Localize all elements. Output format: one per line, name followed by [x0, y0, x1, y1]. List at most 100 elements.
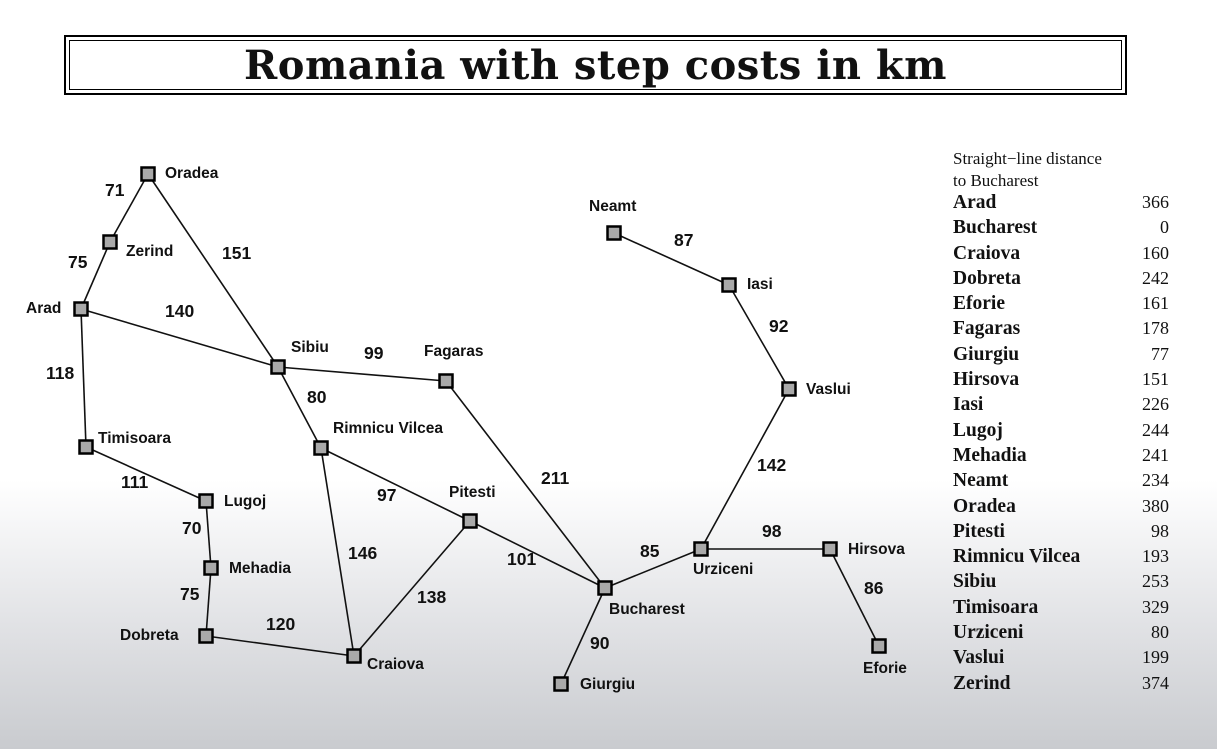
title-frame: Romania with step costs in km — [64, 35, 1127, 95]
sld-city: Bucharest — [953, 217, 1038, 239]
sld-distance: 193 — [1142, 546, 1169, 567]
cost-label-mehadia-dobreta: 75 — [180, 584, 200, 604]
city-node-neamt — [606, 225, 622, 241]
sld-row: Giurgiu 77 — [953, 344, 1169, 369]
sld-city: Fagaras — [953, 318, 1021, 340]
sld-city: Iasi — [953, 394, 984, 416]
sld-city: Arad — [953, 192, 997, 213]
road-rimnicu-pitesti — [320, 447, 471, 522]
cost-label-timisoara-lugoj: 111 — [121, 472, 149, 492]
city-node-oradea — [140, 166, 156, 182]
sld-distance: 77 — [1151, 343, 1169, 364]
sld-row: Arad 366 — [953, 192, 1169, 217]
sld-row: Hirsova 151 — [953, 369, 1169, 394]
city-label-iasi: Iasi — [747, 276, 773, 293]
straight-line-distance-table: Straight−line distance to Bucharest Arad… — [953, 148, 1169, 698]
road-timisoara-lugoj — [85, 446, 207, 502]
cost-label-rimnicu-pitesti: 97 — [377, 485, 396, 505]
cost-label-hirsova-eforie: 86 — [864, 578, 884, 598]
road-pitesti-bucharest — [469, 520, 606, 589]
sld-distance: 253 — [1142, 571, 1169, 592]
road-bucharest-urziceni — [604, 548, 702, 589]
city-node-urziceni — [693, 541, 709, 557]
sld-rows: Arad 366 Bucharest 0 Craiova 160 Dobreta 242 Efo… — [953, 192, 1169, 698]
sld-city: Rimnicu Vilcea — [953, 546, 1081, 568]
road-arad-timisoara — [80, 308, 87, 448]
sld-city: Sibiu — [953, 571, 997, 593]
city-label-bucharest: Bucharest — [609, 601, 685, 618]
sld-distance: 242 — [1142, 267, 1169, 288]
city-node-rimnicu — [313, 440, 329, 456]
sld-row: Urziceni 80 — [953, 622, 1169, 647]
city-label-hirsova: Hirsova — [848, 541, 905, 558]
road-sibiu-rimnicu — [277, 366, 322, 449]
sld-distance: 366 — [1142, 192, 1169, 212]
cost-label-vaslui-iasi: 92 — [769, 316, 789, 336]
sld-city: Pitesti — [953, 520, 1005, 542]
roads-layer — [80, 173, 880, 685]
city-label-zerind: Zerind — [126, 243, 173, 260]
city-node-dobreta — [198, 628, 214, 644]
sld-distance: 199 — [1142, 647, 1169, 668]
road-fagaras-bucharest — [445, 380, 606, 589]
cost-label-pitesti-bucharest: 101 — [507, 549, 536, 569]
road-urziceni-vaslui — [700, 388, 790, 550]
sld-distance: 226 — [1142, 394, 1169, 415]
cost-label-oradea-sibiu: 151 — [222, 243, 251, 263]
cost-label-zerind-arad: 75 — [68, 252, 88, 272]
city-label-sibiu: Sibiu — [291, 339, 329, 356]
city-label-eforie: Eforie — [863, 660, 907, 677]
sld-distance: 80 — [1151, 622, 1169, 643]
sld-distance: 329 — [1142, 596, 1169, 617]
costs-layer: 71 75 151 140 118 111 70 75 120 99 80 97 146 138 101 21… — [46, 180, 884, 653]
city-node-pitesti — [462, 513, 478, 529]
nodes-layer — [73, 166, 887, 692]
road-oradea-zerind — [109, 173, 149, 243]
cost-label-bucharest-giurgiu: 90 — [590, 633, 610, 653]
city-node-fagaras — [438, 373, 454, 389]
sld-header-line1: Straight−line distance — [953, 149, 1102, 168]
road-oradea-sibiu — [147, 173, 279, 368]
city-label-urziceni: Urziceni — [693, 561, 753, 578]
sld-city: Oradea — [953, 495, 1016, 517]
cost-label-arad-sibiu: 140 — [165, 301, 194, 321]
road-bucharest-giurgiu — [560, 587, 606, 685]
sld-row: Rimnicu Vilcea 193 — [953, 546, 1169, 571]
city-label-oradea: Oradea — [165, 165, 219, 182]
cost-label-oradea-zerind: 71 — [105, 180, 125, 200]
city-node-sibiu — [270, 359, 286, 375]
labels-layer: Oradea Zerind Arad Timisoara Lugoj Mehadia Dob… — [26, 165, 907, 693]
road-mehadia-dobreta — [205, 567, 212, 637]
city-label-fagaras: Fagaras — [424, 343, 483, 360]
city-label-giurgiu: Giurgiu — [580, 676, 635, 693]
city-label-timisoara: Timisoara — [98, 430, 171, 447]
sld-distance: 178 — [1142, 318, 1169, 339]
cost-label-craiova-pitesti: 138 — [417, 587, 446, 607]
sld-city: Eforie — [953, 293, 1005, 315]
sld-row: Oradea 380 — [953, 496, 1169, 521]
cost-label-urziceni-hirsova: 98 — [762, 521, 782, 541]
sld-distance: 160 — [1142, 242, 1169, 263]
cost-label-fagaras-bucharest: 211 — [541, 468, 569, 488]
cost-label-sibiu-rimnicu: 80 — [307, 387, 327, 407]
city-node-zerind — [102, 234, 118, 250]
city-label-dobreta: Dobreta — [120, 627, 179, 644]
road-sibiu-fagaras — [277, 366, 447, 382]
city-label-mehadia: Mehadia — [229, 560, 291, 577]
city-label-pitesti: Pitesti — [449, 484, 496, 501]
road-rimnicu-craiova — [320, 447, 355, 657]
road-dobreta-craiova — [205, 635, 355, 657]
sld-city: Hirsova — [953, 369, 1020, 391]
sld-row: Craiova 160 — [953, 243, 1169, 268]
sld-distance: 234 — [1142, 470, 1169, 491]
sld-row: Lugoj 244 — [953, 420, 1169, 445]
sld-city: Neamt — [953, 470, 1009, 492]
cost-label-arad-timisoara: 118 — [46, 363, 74, 383]
sld-distance: 98 — [1151, 520, 1169, 541]
city-label-arad: Arad — [26, 300, 61, 317]
sld-row: Mehadia 241 — [953, 445, 1169, 470]
cost-label-sibiu-fagaras: 99 — [364, 343, 384, 363]
sld-city: Lugoj — [953, 419, 1003, 441]
cost-label-bucharest-urziceni: 85 — [640, 541, 660, 561]
